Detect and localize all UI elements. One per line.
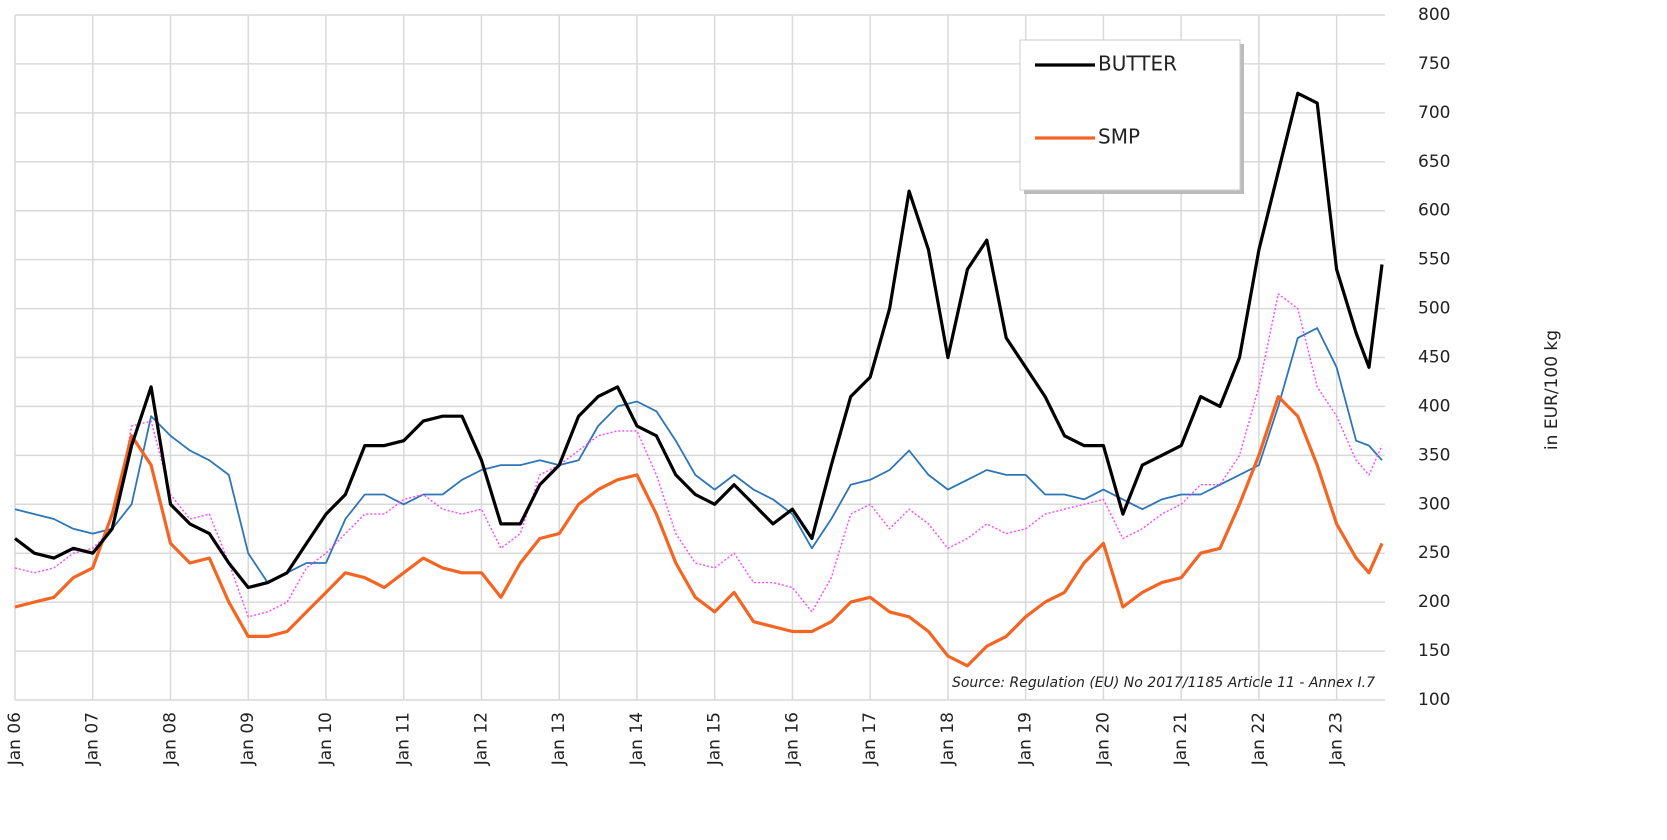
y-tick-label: 300: [1418, 494, 1450, 514]
y-tick-label: 150: [1418, 641, 1450, 661]
series-line: [14, 293, 1383, 618]
legend-label: BUTTER: [1098, 52, 1177, 76]
x-tick-label: Jan 14: [627, 712, 647, 766]
x-tick-label: Jan 15: [705, 712, 725, 766]
legend-label: SMP: [1098, 125, 1140, 149]
x-tick-label: Jan 22: [1249, 712, 1269, 766]
x-tick-label: Jan 09: [238, 712, 258, 766]
series-line: [14, 91, 1384, 590]
y-tick-label: 650: [1418, 152, 1450, 172]
y-tick-label: 700: [1418, 103, 1450, 123]
x-tick-label: Jan 16: [782, 712, 802, 766]
x-tick-label: Jan 08: [160, 712, 180, 766]
x-tick-label: Jan 06: [5, 712, 25, 766]
x-tick-label: Jan 20: [1093, 712, 1113, 766]
source-note: Source: Regulation (EU) No 2017/1185 Art…: [952, 675, 1375, 691]
y-tick-label: 250: [1418, 543, 1450, 563]
y-tick-label: 100: [1418, 690, 1450, 710]
x-tick-label: Jan 18: [938, 712, 958, 766]
series-line: [14, 327, 1383, 584]
y-tick-label: 450: [1418, 348, 1450, 368]
x-tick-label: Jan 11: [394, 712, 414, 766]
plot: 100 150 200 250 300 350 400 450 500 550 600 650 700 7…: [5, 5, 1450, 766]
x-tick-label: Jan 23: [1327, 712, 1347, 766]
y-tick-label: 350: [1418, 445, 1450, 465]
y-tick-label: 600: [1418, 201, 1450, 221]
x-tick-label: Jan 10: [316, 712, 336, 766]
y-tick-label: 800: [1418, 5, 1450, 25]
series-line: [14, 395, 1384, 668]
x-tick-label: Jan 21: [1171, 712, 1191, 766]
x-tick-label: Jan 12: [471, 712, 491, 766]
y-tick-label: 750: [1418, 54, 1450, 74]
y-tick-label: 500: [1418, 299, 1450, 319]
y-axis-label: in EUR/100 kg: [1542, 330, 1562, 450]
x-tick-label: Jan 17: [860, 712, 880, 766]
y-tick-label: 400: [1418, 396, 1450, 416]
y-tick-label: 200: [1418, 592, 1450, 612]
x-tick-label: Jan 19: [1016, 712, 1036, 766]
y-tick-label: 550: [1418, 250, 1450, 270]
x-tick-label: Jan 13: [549, 712, 569, 766]
x-tick-label: Jan 07: [83, 712, 103, 766]
